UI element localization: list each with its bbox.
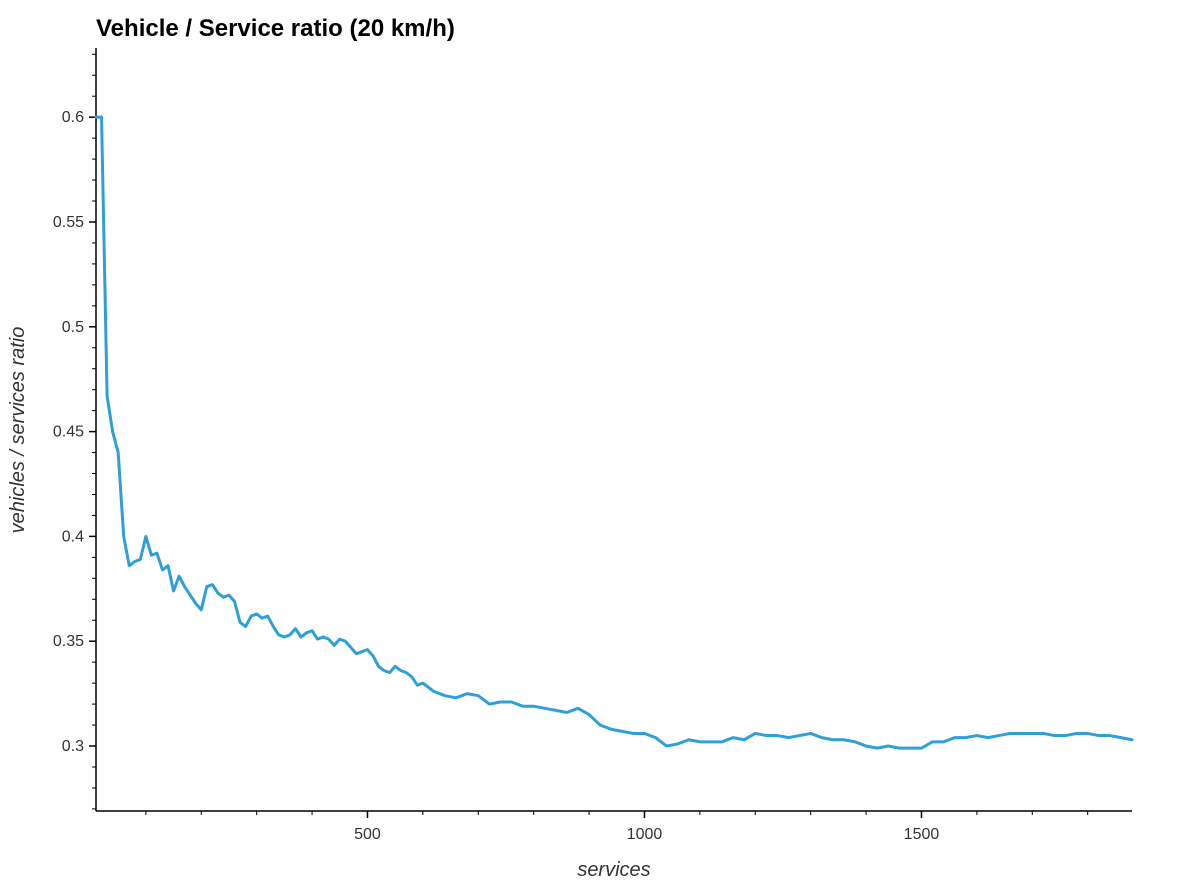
y-tick-label: 0.6 [62, 109, 84, 126]
y-tick-label: 0.45 [53, 424, 84, 441]
y-tick-label: 0.5 [62, 319, 84, 336]
y-tick-label: 0.3 [62, 738, 84, 755]
y-axis-label: vehicles / services ratio [7, 327, 29, 534]
x-tick-label: 500 [354, 826, 381, 843]
x-axis-label: services [577, 859, 650, 881]
y-tick-label: 0.55 [53, 214, 84, 231]
series-line [94, 115, 1134, 750]
series-layer [94, 115, 1134, 750]
y-tick-label: 0.35 [53, 633, 84, 650]
x-tick-label: 1000 [627, 826, 663, 843]
axes: 0.3 0.35 0.4 0.45 0.5 0.55 0.6 500 1000 1500 [53, 48, 1132, 843]
chart-title: Vehicle / Service ratio (20 km/h) [96, 15, 455, 42]
y-tick-label: 0.4 [62, 528, 84, 545]
x-tick-label: 1500 [904, 826, 940, 843]
